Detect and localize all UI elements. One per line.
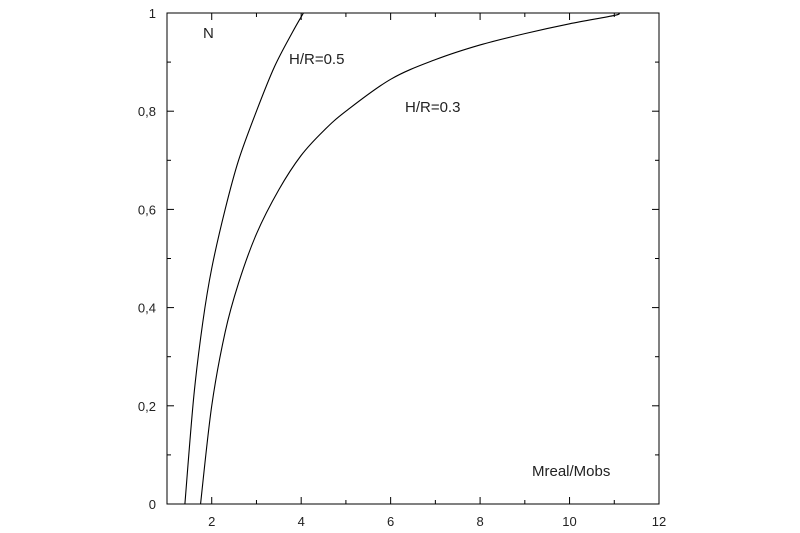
x-tick-label: 6 [387,514,394,529]
x-tick-label: 2 [208,514,215,529]
y-axis-label: N [203,25,214,42]
x-tick-label: 12 [652,514,666,529]
plot-frame [166,12,660,505]
y-tick-label: 0,6 [138,202,156,217]
series-label-hr03: H/R=0.3 [405,99,460,116]
series-line-1 [200,12,620,505]
x-tick-label: 8 [476,514,483,529]
x-tick-label: 10 [562,514,576,529]
y-tick-label: 0,8 [138,104,156,119]
curves [184,12,620,505]
x-axis-label: Mreal/Mobs [532,463,610,480]
y-tick-label: 1 [149,6,156,21]
y-tick-label: 0,4 [138,301,156,316]
series-line-0 [184,12,304,505]
y-tick-label: 0 [149,497,156,512]
x-tick-label: 4 [298,514,305,529]
series-label-hr05: H/R=0.5 [289,51,344,68]
y-tick-label: 0,2 [138,399,156,414]
axis-ticks: 2 4 6 8 10 12 0 0,2 0,4 0,6 0,8 1 [138,6,666,529]
